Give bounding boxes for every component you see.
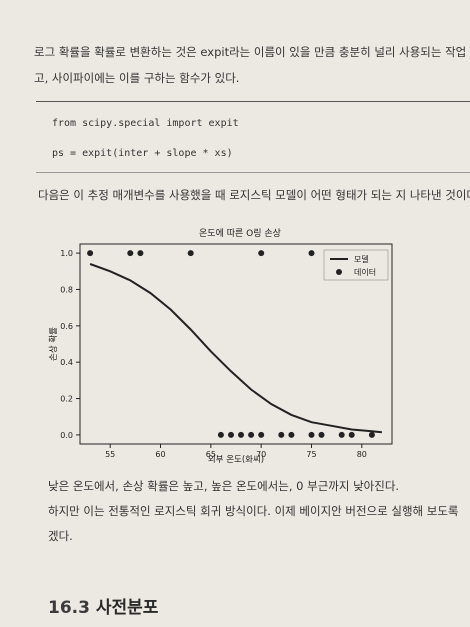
paragraph-bayesian-line2: 겠다. [48,529,73,543]
data-point [368,431,375,438]
x-tick-label: 70 [256,450,266,459]
data-point [127,250,134,257]
y-tick-label: 0.8 [60,285,73,294]
x-axis: 55 60 65 70 75 80 [105,444,367,459]
legend: 모델 데이터 [323,249,389,281]
x-axis-label: 외부 온도(화씨) [208,454,264,465]
x-tick-label: 60 [155,450,165,459]
x-tick-label: 65 [206,450,216,459]
legend-label-data: 데이터 [354,267,376,277]
y-tick-label: 0.6 [60,322,73,331]
data-point [217,431,224,438]
data-point [258,250,265,257]
paragraph-expit-line1: 로그 확률을 확률로 변환하는 것은 expit라는 이름이 있을 만큼 충분히… [34,45,467,59]
paragraph-expit-line2: 고, 사이파이에는 이를 구하는 함수가 있다. [34,71,240,85]
y-axis-label: 손상 확률 [48,327,59,361]
section-title: 사전분포 [95,598,159,618]
data-point [228,431,234,438]
chart-title: 온도에 따른 O링 손상 [199,227,281,239]
data-point [348,431,355,438]
plot-area [79,243,393,445]
legend-dot-swatch [336,269,342,275]
code-block-bottom-rule [36,172,470,173]
model-curve [89,263,382,434]
paragraph-interpretation: 낮은 온도에서, 손상 확률은 높고, 높은 온도에서는, 0 부근까지 낮아진… [48,479,400,493]
data-point [338,431,345,438]
x-tick-label: 55 [105,450,115,459]
data-point [187,250,194,257]
data-point [137,250,144,257]
data-point [308,431,315,438]
data-point [248,431,255,438]
x-tick-label: 80 [357,450,367,459]
data-point [87,250,94,257]
data-point [278,431,285,438]
data-point [258,431,265,438]
x-tick-label: 75 [306,450,316,459]
code-line-expit: ps = expit(inter + slope * xs) [52,148,233,159]
section-number: 16.3 [48,598,90,618]
y-axis: 0.0 0.2 0.4 0.6 0.8 1.0 [60,249,80,440]
data-point [318,431,325,438]
legend-box [323,249,389,281]
y-tick-label: 0.0 [60,431,73,440]
code-line-import: from scipy.special import expit [52,118,239,129]
data-point [238,431,244,438]
code-block-top-rule [36,101,470,102]
data-point [288,431,295,438]
data-points [87,250,375,438]
data-point [308,250,315,257]
y-tick-label: 1.0 [60,249,73,258]
section-heading: 16.3 사전분포 [48,593,158,618]
legend-label-model: 모델 [354,255,369,264]
paragraph-model-intro: 다음은 이 추정 매개변수를 사용했을 때 로지스틱 모델이 어떤 형태가 되는… [38,188,470,202]
y-tick-label: 0.2 [60,395,73,404]
y-tick-label: 0.4 [60,358,73,367]
paragraph-bayesian-line1: 하지만 이는 전통적인 로지스틱 회귀 방식이다. 이제 베이지안 버전으로 실… [48,504,459,518]
oring-damage-chart: 온도에 따른 O링 손상 0.0 0.2 0.4 0.6 0.8 1.0 55 60 65 70… [48,227,393,465]
